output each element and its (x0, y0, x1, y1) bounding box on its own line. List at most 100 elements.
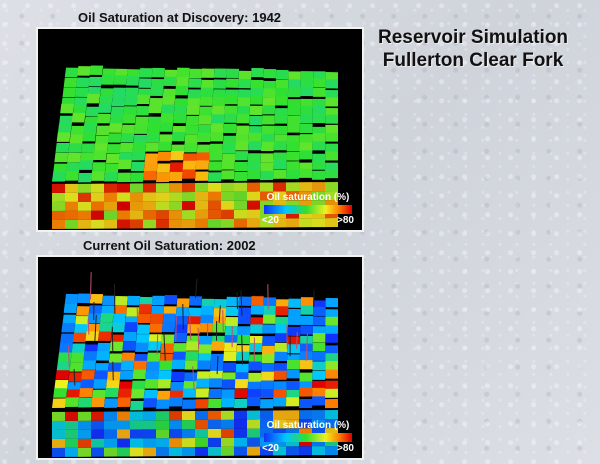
model-side-cell (208, 428, 221, 438)
model-top-cell (81, 370, 96, 380)
model-side-cell (169, 183, 182, 193)
model-top-cell (221, 379, 236, 389)
legend-title: Oil saturation (%) (266, 192, 350, 203)
model-top-cell (89, 65, 104, 76)
model-side-cell (312, 419, 325, 429)
model-top-cell (133, 134, 147, 145)
model-top-cell (213, 68, 227, 78)
model-top-cell (249, 95, 263, 105)
model-top-cell (175, 306, 189, 317)
model-top-cell (93, 150, 107, 161)
model-side-cell (234, 410, 247, 420)
model-top-cell (130, 172, 144, 182)
model-top-cell (196, 152, 210, 162)
model-top-cell (287, 315, 301, 326)
model-side-cell (104, 183, 117, 193)
model-side-cell (104, 219, 117, 229)
model-top-cell (104, 398, 118, 408)
model-top-cell (92, 162, 106, 172)
model-top-cell (213, 79, 227, 89)
model-side-cell (130, 447, 143, 457)
model-top-cell (287, 115, 301, 125)
model-top-cell (121, 124, 136, 135)
model-top-cell (117, 172, 131, 183)
model-top-cell (286, 359, 300, 370)
model-top-cell (235, 141, 249, 151)
model-top-cell (110, 106, 125, 117)
model-top-cell (64, 293, 79, 304)
model-top-cell (209, 143, 223, 153)
model-top-cell (263, 68, 277, 79)
model-top-cell (300, 78, 314, 88)
model-top-cell (224, 105, 238, 115)
model-top-cell (83, 122, 98, 133)
model-top-cell (251, 67, 264, 78)
model-top-cell (261, 133, 275, 143)
model-top-cell (119, 370, 134, 380)
model-top-cell (221, 170, 235, 180)
model-top-cell (67, 152, 82, 163)
model-top-cell (274, 333, 288, 343)
model-top-cell (325, 297, 338, 308)
model-top-cell (262, 88, 276, 98)
well-stick (189, 312, 192, 341)
model-top-cell (312, 342, 326, 352)
model-top-cell (312, 87, 326, 97)
model-top-cell (234, 151, 249, 161)
model-top-cell (325, 143, 338, 153)
model-top-cell (197, 124, 212, 135)
model-top-cell (300, 105, 313, 115)
model-top-cell (287, 123, 300, 133)
model-top-cell (200, 314, 214, 325)
model-side-cell (195, 437, 208, 447)
model-side-cell (52, 201, 65, 211)
model-top-cell (200, 87, 214, 97)
model-side-cell (234, 182, 247, 192)
model-top-cell (260, 170, 274, 181)
model-top-cell (260, 380, 274, 390)
model-top-cell (93, 379, 107, 389)
model-top-cell (248, 361, 262, 371)
model-top-cell (107, 133, 122, 143)
model-top-cell (121, 352, 136, 363)
model-top-cell (275, 324, 288, 334)
model-top-cell (175, 85, 189, 96)
model-top-cell (83, 351, 98, 361)
model-top-cell (224, 326, 238, 336)
model-top-cell (224, 335, 238, 345)
model-top-cell (131, 151, 146, 161)
model-top-cell (150, 86, 164, 96)
model-top-cell (226, 296, 240, 307)
model-side-cell (104, 438, 117, 448)
model-side-cell (78, 438, 91, 448)
model-top-cell (299, 372, 313, 382)
model-side-cell (91, 201, 104, 211)
model-side-cell (52, 183, 65, 193)
model-top-cell (117, 159, 132, 170)
model-side-cell (156, 420, 169, 430)
model-top-cell (275, 299, 289, 309)
model-side-cell (130, 201, 143, 211)
model-side-cell (234, 191, 247, 201)
model-top-cell (184, 134, 198, 144)
model-top-cell (248, 372, 262, 382)
model-top-cell (288, 308, 301, 319)
model-top-cell (146, 361, 160, 372)
model-top-cell (162, 88, 176, 99)
model-top-cell (55, 142, 70, 153)
model-top-cell (250, 305, 264, 315)
model-top-cell (162, 313, 176, 323)
model-top-cell (101, 305, 115, 316)
model-side-cell (78, 192, 91, 202)
model-side-cell (52, 420, 65, 430)
model-side-cell (117, 201, 130, 211)
model-top-cell (224, 94, 238, 105)
model-top-cell (200, 79, 214, 90)
model-top-cell (208, 161, 222, 171)
model-top-cell (210, 362, 224, 372)
model-top-cell (151, 295, 165, 306)
model-side-cell (117, 192, 130, 202)
model-top-cell (61, 322, 76, 333)
model-side-cell (208, 209, 221, 219)
model-top-cell (161, 104, 175, 114)
